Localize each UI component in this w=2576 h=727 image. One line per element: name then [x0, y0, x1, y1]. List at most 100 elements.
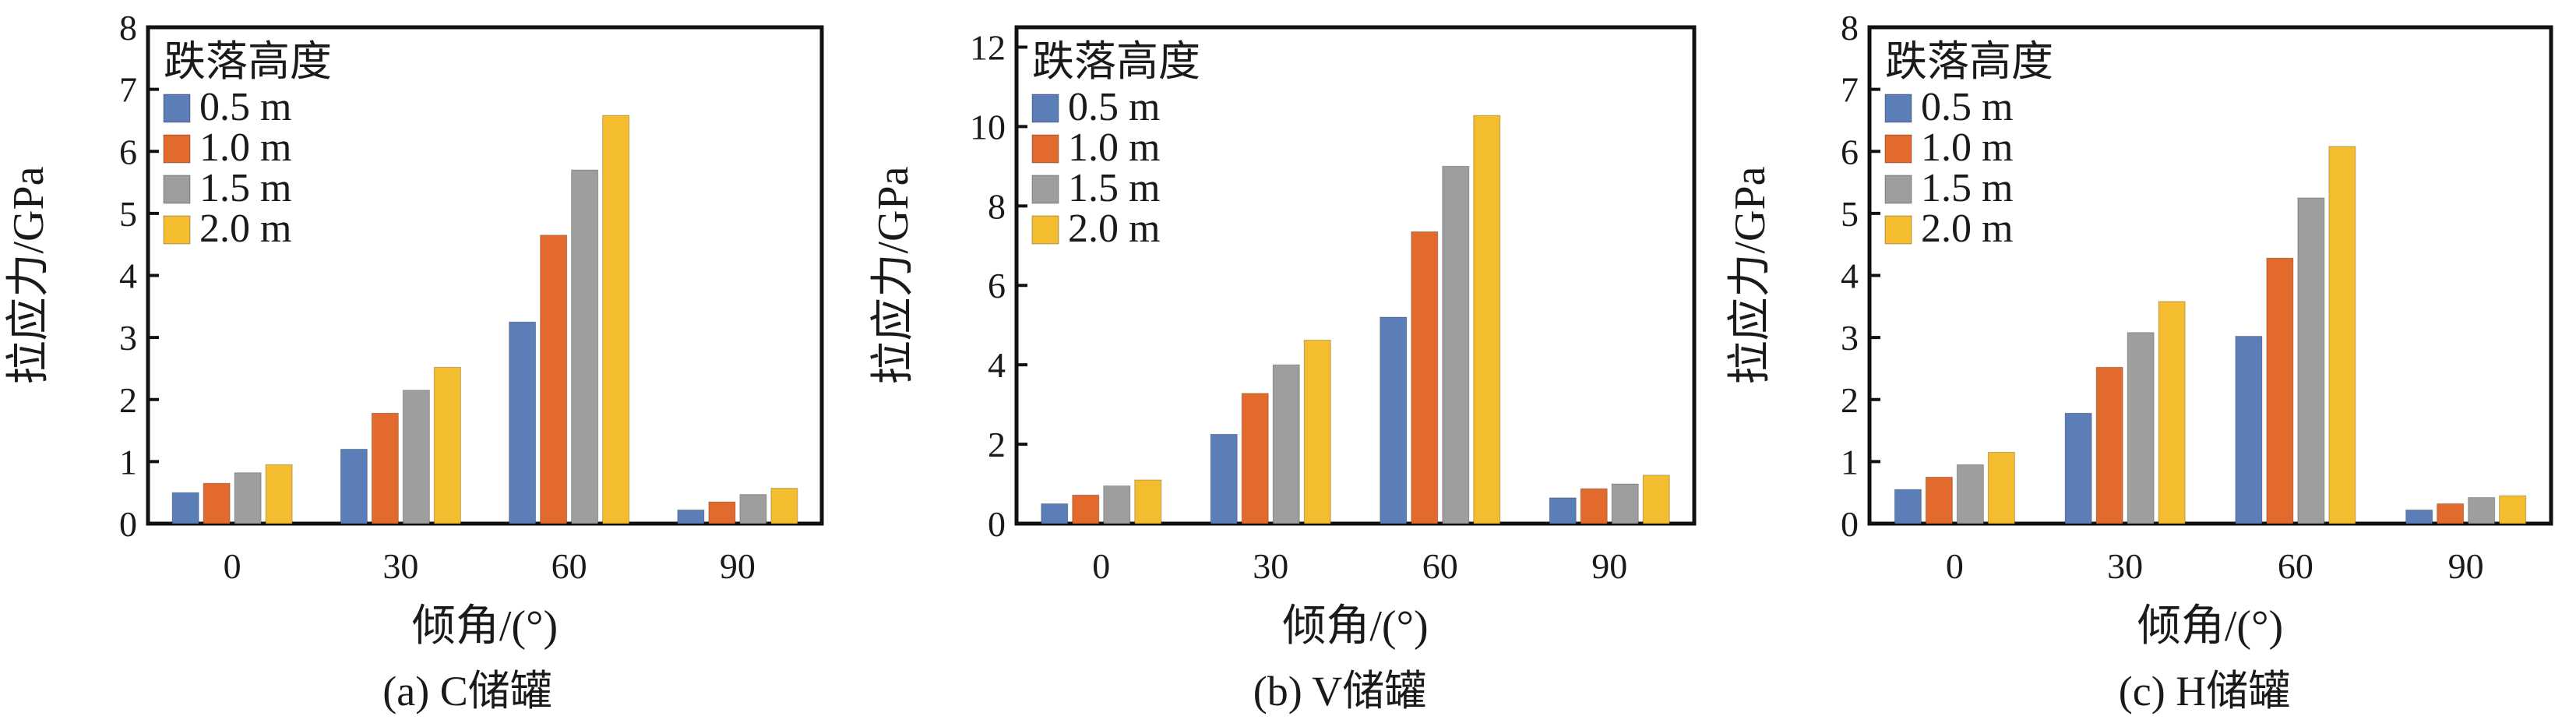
legend-entry: 2.0 m — [1921, 206, 2013, 251]
legend-swatch — [1031, 134, 1059, 164]
x-tick-label: 0 — [1092, 546, 1110, 586]
bar-1-0-m-0 — [1072, 494, 1100, 524]
bar-2-0-m-90 — [1642, 475, 1670, 524]
legend-title: 跌落高度 — [1885, 38, 2053, 85]
panel-caption: (b) V储罐 — [1253, 668, 1427, 715]
legend-title: 跌落高度 — [1032, 38, 1200, 85]
bar-2-0-m-90 — [2499, 495, 2527, 524]
legend-entry: 0.5 m — [1068, 85, 1160, 129]
bar-1-0-m-30 — [2095, 366, 2123, 524]
bar-1-5-m-90 — [1611, 483, 1639, 524]
x-axis-label: 倾角/(°) — [412, 602, 558, 651]
panel-caption: (c) H储罐 — [2119, 668, 2290, 715]
legend-swatch — [1884, 215, 1912, 245]
legend-entry: 0.5 m — [1921, 85, 2013, 129]
legend-swatch — [163, 175, 191, 204]
bar-2-0-m-0 — [1134, 479, 1162, 524]
bar-0-5-m-90 — [677, 509, 705, 524]
x-tick-label: 0 — [1946, 546, 1964, 586]
x-tick-label: 30 — [2107, 546, 2143, 586]
bar-1-5-m-0 — [1956, 464, 1984, 524]
plot-frame — [1867, 25, 2553, 526]
panel-caption: (a) C储罐 — [382, 668, 551, 715]
y-tick-label: 6 — [119, 132, 137, 171]
legend-entry: 1.5 m — [1068, 166, 1160, 210]
legend-entry: 2.0 m — [1068, 206, 1160, 251]
legend-entry: 2.0 m — [199, 206, 291, 251]
x-tick-label: 0 — [224, 546, 241, 586]
y-tick-label: 4 — [1841, 256, 1859, 296]
bar-0-5-m-60 — [1380, 316, 1408, 524]
y-tick-label: 6 — [1841, 132, 1859, 171]
y-tick-label: 6 — [988, 266, 1006, 305]
x-tick-label: 60 — [1422, 546, 1458, 586]
y-tick-label: 4 — [119, 256, 137, 296]
bar-1-5-m-0 — [1103, 485, 1131, 524]
legend-entry: 1.0 m — [1921, 125, 2013, 170]
bar-0-5-m-30 — [2064, 412, 2092, 524]
bar-1-0-m-60 — [2266, 257, 2294, 524]
legend-swatch — [1031, 94, 1059, 123]
bar-1-0-m-90 — [1580, 488, 1608, 524]
legend-entry: 1.5 m — [1921, 166, 2013, 210]
bar-0-5-m-0 — [171, 492, 199, 524]
y-tick-label: 8 — [119, 8, 137, 48]
y-tick-label: 0 — [988, 504, 1006, 544]
bar-2-0-m-90 — [770, 488, 798, 524]
bar-1-5-m-90 — [2468, 497, 2496, 524]
y-tick-label: 8 — [1841, 8, 1859, 48]
y-tick-label: 1 — [119, 442, 137, 482]
bar-1-5-m-60 — [2297, 197, 2325, 524]
bar-1-0-m-60 — [540, 235, 568, 524]
bar-0-5-m-0 — [1894, 489, 1922, 524]
bar-1-0-m-0 — [203, 482, 231, 524]
bar-1-0-m-90 — [2437, 503, 2465, 524]
y-tick-label: 3 — [119, 318, 137, 358]
bar-1-5-m-30 — [402, 390, 430, 524]
x-tick-label: 90 — [1591, 546, 1627, 586]
y-tick-label: 4 — [988, 345, 1006, 385]
legend-entry: 1.5 m — [199, 166, 291, 210]
legend-swatch — [1031, 215, 1059, 245]
legend-entry: 0.5 m — [199, 85, 291, 129]
y-tick-label: 0 — [119, 504, 137, 544]
y-tick-label: 2 — [119, 380, 137, 420]
bar-2-0-m-0 — [1987, 451, 2015, 524]
legend-swatch — [1884, 175, 1912, 204]
y-axis-label: 拉应力/GPa — [5, 166, 53, 384]
y-tick-label: 8 — [988, 186, 1006, 226]
legend-swatch — [163, 94, 191, 123]
y-tick-label: 7 — [119, 70, 137, 110]
y-tick-label: 3 — [1841, 318, 1859, 358]
bar-1-5-m-0 — [234, 472, 262, 524]
y-tick-label: 5 — [119, 194, 137, 234]
x-axis-label: 倾角/(°) — [1282, 602, 1428, 651]
y-axis-label: 拉应力/GPa — [1726, 166, 1774, 384]
x-tick-label: 30 — [382, 546, 418, 586]
bar-0-5-m-30 — [340, 448, 368, 524]
y-tick-label: 5 — [1841, 194, 1859, 234]
y-tick-label: 7 — [1841, 70, 1859, 110]
x-axis-label: 倾角/(°) — [2137, 602, 2283, 651]
bar-2-0-m-30 — [1303, 340, 1331, 524]
bar-1-5-m-30 — [1272, 364, 1300, 524]
bar-0-5-m-60 — [509, 321, 537, 524]
plot-frame — [1014, 25, 1697, 526]
bar-2-0-m-0 — [265, 464, 293, 524]
y-tick-label: 10 — [970, 107, 1006, 146]
y-tick-label: 2 — [1841, 380, 1859, 420]
bar-1-5-m-90 — [739, 494, 767, 524]
legend-swatch — [1884, 94, 1912, 123]
bar-1-0-m-90 — [708, 501, 736, 524]
bar-0-5-m-60 — [2235, 336, 2263, 524]
legend-swatch — [1884, 134, 1912, 164]
y-tick-label: 1 — [1841, 442, 1859, 482]
bar-0-5-m-90 — [1549, 497, 1577, 524]
x-tick-label: 90 — [720, 546, 756, 586]
y-tick-label: 12 — [970, 27, 1006, 67]
y-tick-label: 2 — [988, 425, 1006, 464]
